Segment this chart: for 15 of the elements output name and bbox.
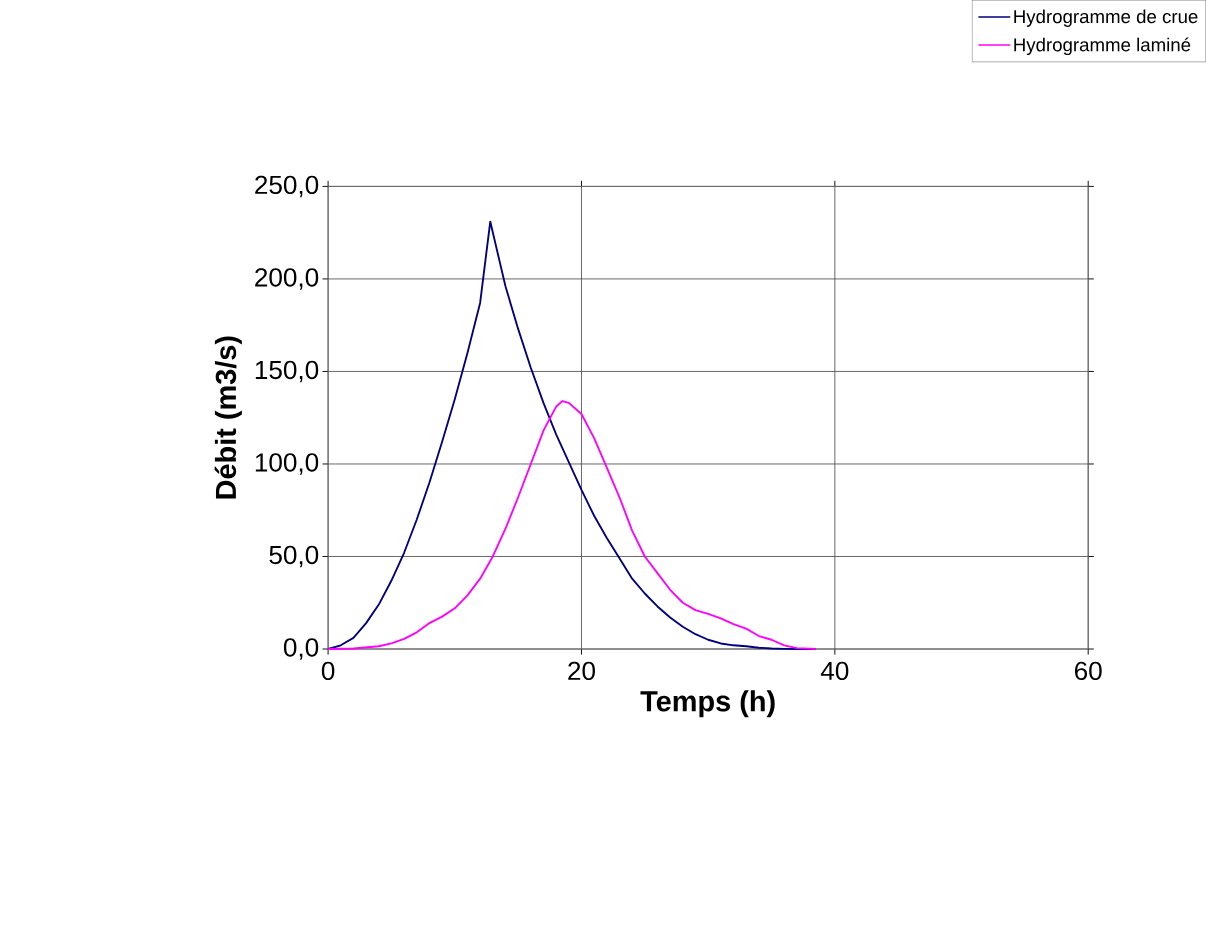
x-axis-title: Temps (h) [640,690,775,718]
legend-label: Hydrogramme de crue [1014,9,1198,27]
x-tick-label: 40 [820,661,849,681]
y-tick-label: 100,0 [255,453,319,475]
line-series [327,400,817,650]
y-tick-label: 50,0 [269,545,319,568]
x-tick-label: 0 [321,661,335,681]
x-tick-label: 20 [568,661,595,681]
y-tick-label: 150,0 [255,360,319,383]
legend-label: Hydrogramme laminé [1014,37,1191,56]
y-tick-label: 0,0 [283,638,319,660]
y-axis-title: Débit (m3/s) [214,336,242,499]
y-tick-label: 250,0 [255,175,319,198]
y-tick-label: 200,0 [255,268,319,290]
x-tick-label: 60 [1075,661,1102,681]
